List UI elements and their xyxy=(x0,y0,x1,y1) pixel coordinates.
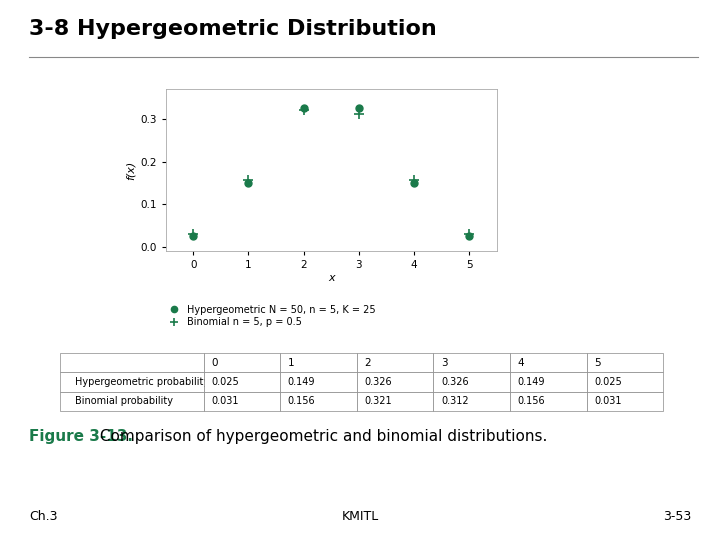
X-axis label: x: x xyxy=(328,273,335,283)
Y-axis label: f(x): f(x) xyxy=(126,160,136,180)
Text: KMITL: KMITL xyxy=(341,510,379,523)
Text: Ch.3: Ch.3 xyxy=(29,510,58,523)
Text: Figure 3-13.: Figure 3-13. xyxy=(29,429,132,444)
Text: Comparison of hypergeometric and binomial distributions.: Comparison of hypergeometric and binomia… xyxy=(95,429,547,444)
Text: 3-53: 3-53 xyxy=(663,510,691,523)
Text: 3-8 Hypergeometric Distribution: 3-8 Hypergeometric Distribution xyxy=(29,19,436,39)
Legend: Hypergeometric N = 50, n = 5, K = 25, Binomial n = 5, p = 0.5: Hypergeometric N = 50, n = 5, K = 25, Bi… xyxy=(164,305,376,327)
